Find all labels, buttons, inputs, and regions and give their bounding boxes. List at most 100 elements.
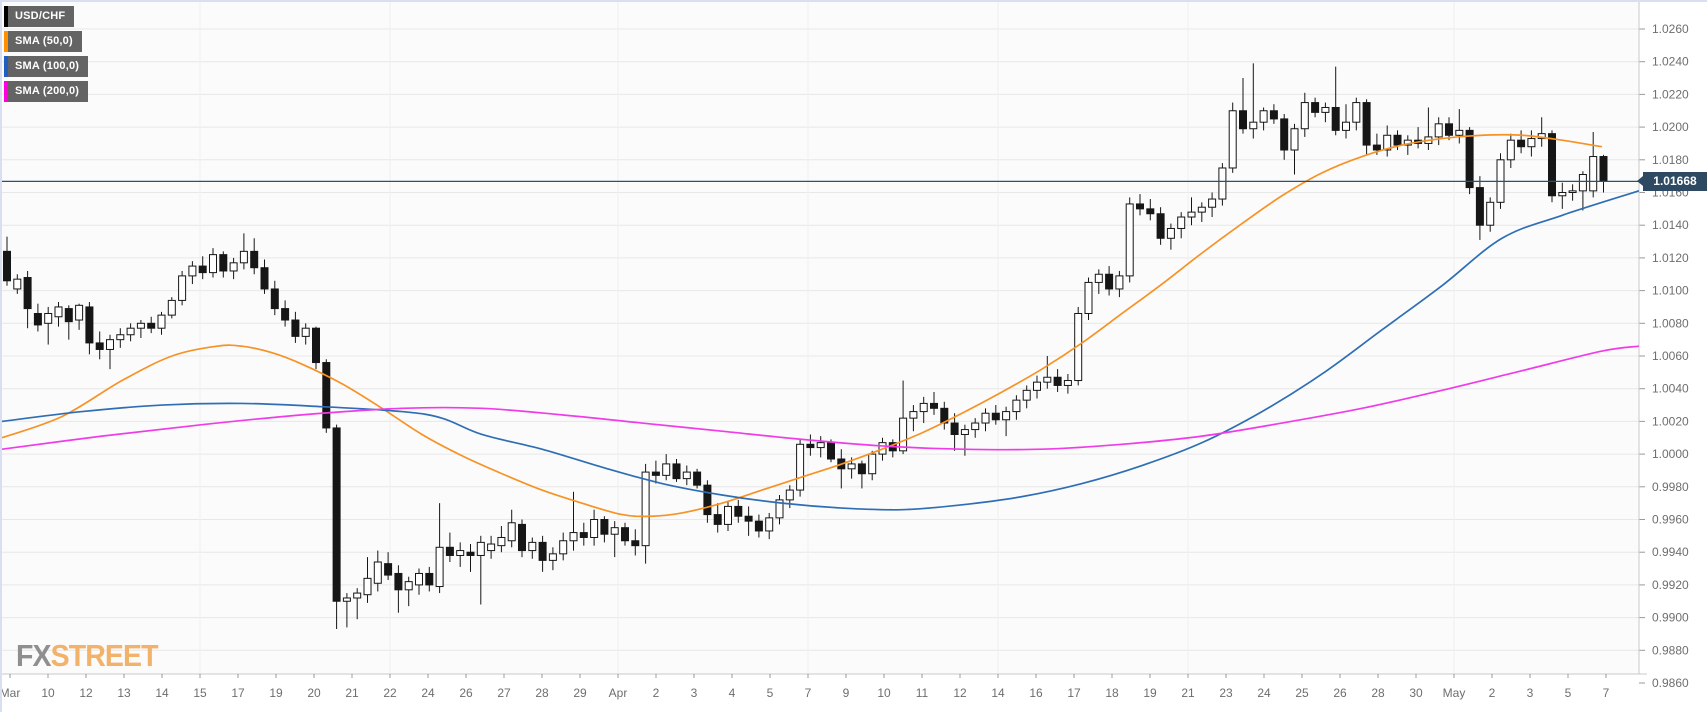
sma200-label: SMA (200,0) — [15, 85, 80, 97]
candle-bullish — [476, 541, 485, 556]
time-axis-label: Apr — [609, 686, 628, 700]
candle-bearish — [1136, 203, 1144, 210]
candle-bullish — [1506, 139, 1515, 161]
price-axis-label: 1.0020 — [1652, 414, 1689, 428]
candle-bullish — [301, 327, 310, 337]
time-axis-label: 21 — [1181, 686, 1195, 700]
candle-bullish — [724, 505, 732, 525]
candle-bullish — [44, 312, 53, 324]
candle-bearish — [1280, 118, 1289, 151]
candle-bearish — [754, 520, 763, 532]
candle-bearish — [1156, 213, 1165, 239]
candle-bearish — [806, 443, 815, 449]
legend-sma100-badge[interactable]: SMA (100,0) — [4, 56, 89, 77]
candle-bullish — [1352, 102, 1361, 123]
candle-bearish — [1105, 273, 1114, 290]
time-axis-label: 28 — [535, 686, 549, 700]
legend-pair-badge[interactable]: USD/CHF — [4, 6, 75, 27]
time-axis-label: 3 — [691, 686, 698, 700]
candle-bullish — [435, 546, 444, 588]
candle-bearish — [579, 532, 588, 538]
price-axis-label: 0.9900 — [1652, 611, 1689, 625]
candle-bearish — [466, 551, 475, 556]
price-axis-label: 0.9860 — [1652, 676, 1689, 690]
time-axis-label: 5 — [767, 686, 774, 700]
price-axis-label: 1.0000 — [1652, 447, 1689, 461]
candle-bullish — [1290, 128, 1299, 151]
candle-bullish — [1166, 227, 1175, 239]
time-axis-label: Mar — [2, 686, 20, 700]
time-axis-label: 10 — [41, 686, 55, 700]
time-axis-label: 24 — [1257, 686, 1271, 700]
plot-background[interactable] — [2, 2, 1639, 674]
candle-bullish — [919, 402, 928, 413]
price-axis-label: 1.0040 — [1652, 382, 1689, 396]
time-axis-label: 2 — [653, 686, 660, 700]
current-price-badge: 1.01668 — [1637, 171, 1707, 191]
candle-bearish — [744, 515, 753, 522]
price-axis-label: 1.0260 — [1652, 22, 1689, 36]
candle-bearish — [1517, 139, 1526, 148]
candle-bearish — [734, 505, 743, 517]
candle-bearish — [250, 250, 259, 269]
candle-bullish — [415, 572, 423, 586]
candle-bullish — [1084, 281, 1093, 314]
candle-bearish — [332, 427, 341, 602]
candle-bearish — [1146, 208, 1155, 215]
candle-bearish — [291, 319, 300, 337]
time-axis-label: 5 — [1565, 686, 1572, 700]
candle-bullish — [1486, 201, 1495, 226]
candle-bullish — [816, 442, 825, 449]
candle-bullish — [126, 327, 135, 336]
candle-bearish — [651, 471, 660, 476]
candle-bearish — [672, 463, 681, 480]
candle-bullish — [548, 553, 557, 561]
candle-bearish — [930, 402, 938, 409]
time-axis-label: 19 — [1143, 686, 1157, 700]
time-axis-label: 12 — [79, 686, 93, 700]
time-axis-label: 11 — [916, 686, 929, 700]
candle-bullish — [1558, 192, 1567, 197]
candle-bearish — [64, 308, 73, 323]
candle-bullish — [610, 527, 619, 535]
legend-sma200-badge[interactable]: SMA (200,0) — [4, 81, 89, 102]
candle-bullish — [1177, 216, 1186, 229]
candle-bearish — [312, 327, 320, 364]
candle-bearish — [219, 254, 228, 272]
candle-bullish — [662, 463, 671, 476]
candle-bearish — [1311, 102, 1320, 113]
time-axis-label: 4 — [729, 686, 736, 700]
candle-bullish — [188, 265, 197, 277]
candle-bullish — [239, 250, 248, 264]
candle-bearish — [1465, 129, 1474, 189]
candle-bullish — [157, 314, 166, 329]
time-axis-label: 10 — [877, 686, 891, 700]
candle-bullish — [363, 577, 372, 596]
candle-bearish — [600, 519, 609, 535]
time-axis-label: 3 — [1527, 686, 1534, 700]
candle-bearish — [827, 442, 835, 460]
candle-bullish — [1589, 156, 1598, 192]
candle-bearish — [713, 514, 722, 525]
price-axis-label: 1.0100 — [1652, 284, 1689, 298]
candle-bullish — [404, 581, 413, 591]
candle-bullish — [1249, 121, 1258, 130]
candle-bearish — [394, 572, 403, 591]
time-axis-label: 2 — [1489, 686, 1496, 700]
price-axis-label: 0.9940 — [1652, 545, 1689, 559]
price-axis-label: 0.9920 — [1652, 578, 1689, 592]
candle-bullish — [1455, 129, 1464, 136]
candle-bullish — [1063, 380, 1072, 386]
candle-bearish — [631, 540, 640, 547]
candle-bullish — [682, 471, 691, 480]
candle-bullish — [559, 540, 568, 555]
time-axis-label: 14 — [155, 686, 169, 700]
candle-bullish — [1259, 110, 1268, 123]
price-axis-label: 0.9880 — [1652, 643, 1689, 657]
legend-sma50-badge[interactable]: SMA (50,0) — [4, 31, 82, 52]
time-axis-label: 18 — [1105, 686, 1119, 700]
candle-bullish — [1125, 203, 1134, 277]
candle-bullish — [1300, 102, 1309, 130]
candle-bearish — [147, 322, 156, 329]
